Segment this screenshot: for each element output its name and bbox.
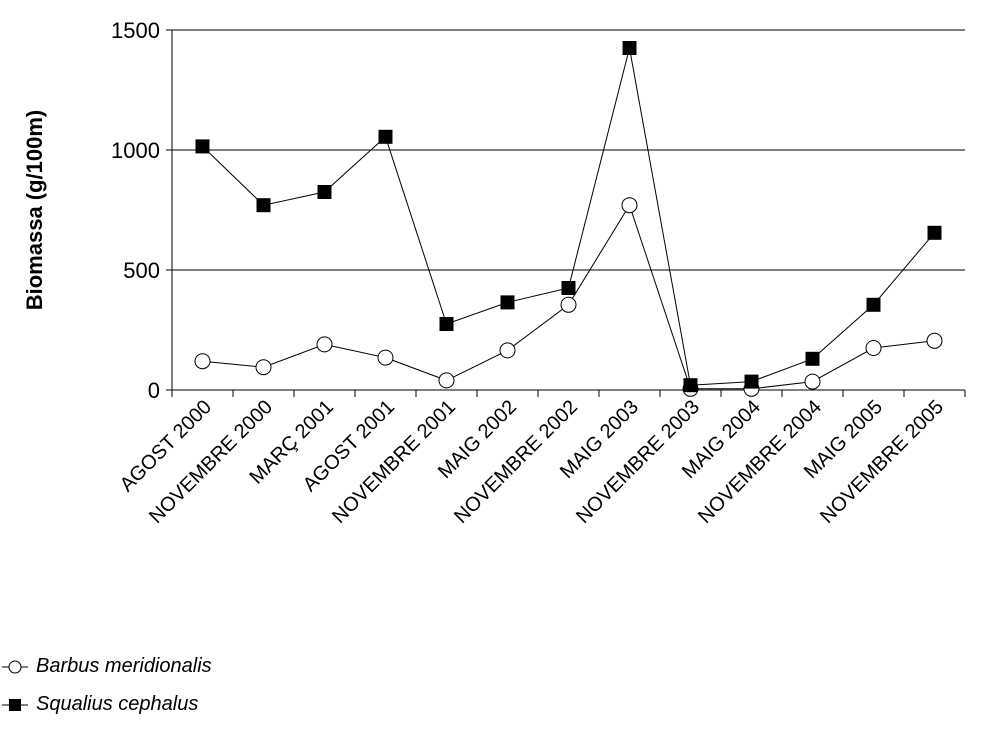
- legend-label-barbus: Barbus meridionalis: [36, 655, 212, 677]
- series-group: [194, 41, 943, 397]
- point-0-12: [926, 332, 943, 349]
- point-1-6: [561, 281, 576, 295]
- legend-item-squalius: Squalius cephalus: [0, 693, 198, 716]
- point-1-0: [195, 139, 210, 154]
- legend-label-squalius: Squalius cephalus: [36, 693, 199, 715]
- point-1-4: [439, 317, 454, 331]
- point-1-5: [500, 295, 515, 310]
- point-0-1: [255, 359, 272, 376]
- point-0-7: [621, 197, 638, 214]
- point-1-8: [683, 378, 698, 393]
- point-1-2: [317, 185, 332, 199]
- point-0-0: [194, 353, 211, 370]
- series-1: [195, 41, 942, 393]
- point-1-11: [866, 297, 881, 312]
- point-0-11: [865, 340, 882, 356]
- point-1-1: [256, 198, 271, 213]
- y-axis-label: Biomassa (g/100m): [22, 110, 47, 311]
- legend-item-barbus: Barbus meridionalis: [0, 655, 212, 678]
- point-1-12: [927, 225, 942, 240]
- y-tick-labels: 0 500 1000 1500: [111, 18, 160, 403]
- point-0-2: [316, 336, 333, 353]
- gridlines: [172, 29, 965, 271]
- point-0-5: [499, 342, 516, 359]
- axes: [166, 29, 966, 397]
- point-0-10: [804, 373, 821, 390]
- point-0-6: [560, 296, 577, 313]
- point-0-3: [377, 349, 394, 366]
- point-0-4: [438, 372, 455, 389]
- point-1-10: [805, 351, 820, 366]
- point-1-9: [744, 374, 759, 389]
- y-tick-label-0: 0: [148, 378, 160, 403]
- y-tick-label-1000: 1000: [111, 138, 160, 163]
- open-circle-marker-icon: [2, 660, 28, 673]
- point-1-3: [378, 129, 393, 144]
- point-1-7: [622, 41, 637, 55]
- series-line-1: [202, 47, 935, 386]
- y-tick-label-500: 500: [123, 258, 160, 283]
- filled-square-marker-icon: [2, 698, 28, 711]
- y-tick-label-1500: 1500: [111, 18, 160, 43]
- series-0: [194, 197, 943, 397]
